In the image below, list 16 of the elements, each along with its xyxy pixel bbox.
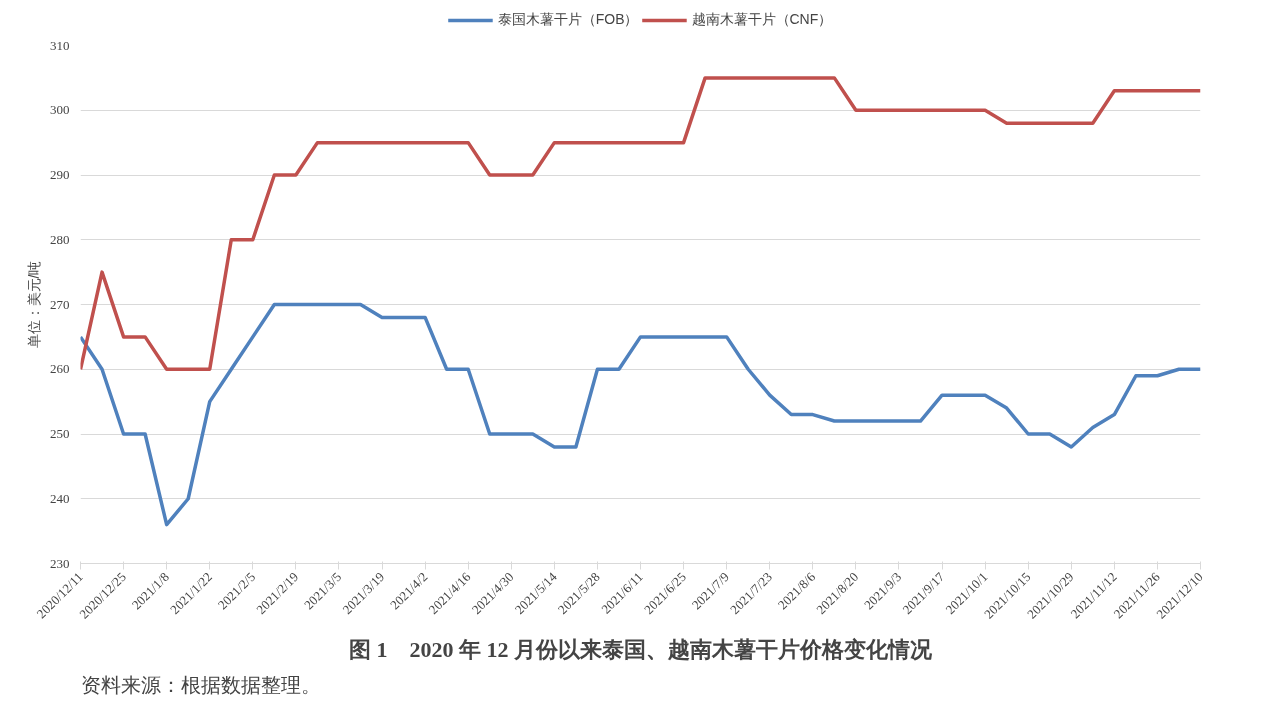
y-tick-label: 310 bbox=[50, 37, 70, 53]
y-tick-label: 250 bbox=[50, 426, 70, 441]
line-series bbox=[80, 76, 1201, 371]
text: 资料来源：根据数据整理。 bbox=[80, 673, 321, 696]
line-series bbox=[80, 302, 1201, 527]
y-tick-label: 300 bbox=[50, 102, 70, 118]
y-tick-label: 270 bbox=[50, 296, 70, 312]
legend-label: 泰国木薯干片（FOB） bbox=[497, 11, 639, 29]
y-tick-label: 240 bbox=[50, 490, 70, 506]
y-tick-label: 290 bbox=[50, 167, 70, 182]
legend-label: 越南木薯干片（CNF） bbox=[691, 11, 833, 29]
y-tick-label: 280 bbox=[50, 231, 70, 247]
y-axis-title: 单位：美元/吨 bbox=[26, 260, 42, 349]
text: 图 1 2020 年 12 月份以来泰国、越南木薯干片价格变化情况 bbox=[349, 636, 933, 662]
y-tick-label: 260 bbox=[50, 361, 70, 377]
y-tick-label: 230 bbox=[50, 555, 70, 571]
